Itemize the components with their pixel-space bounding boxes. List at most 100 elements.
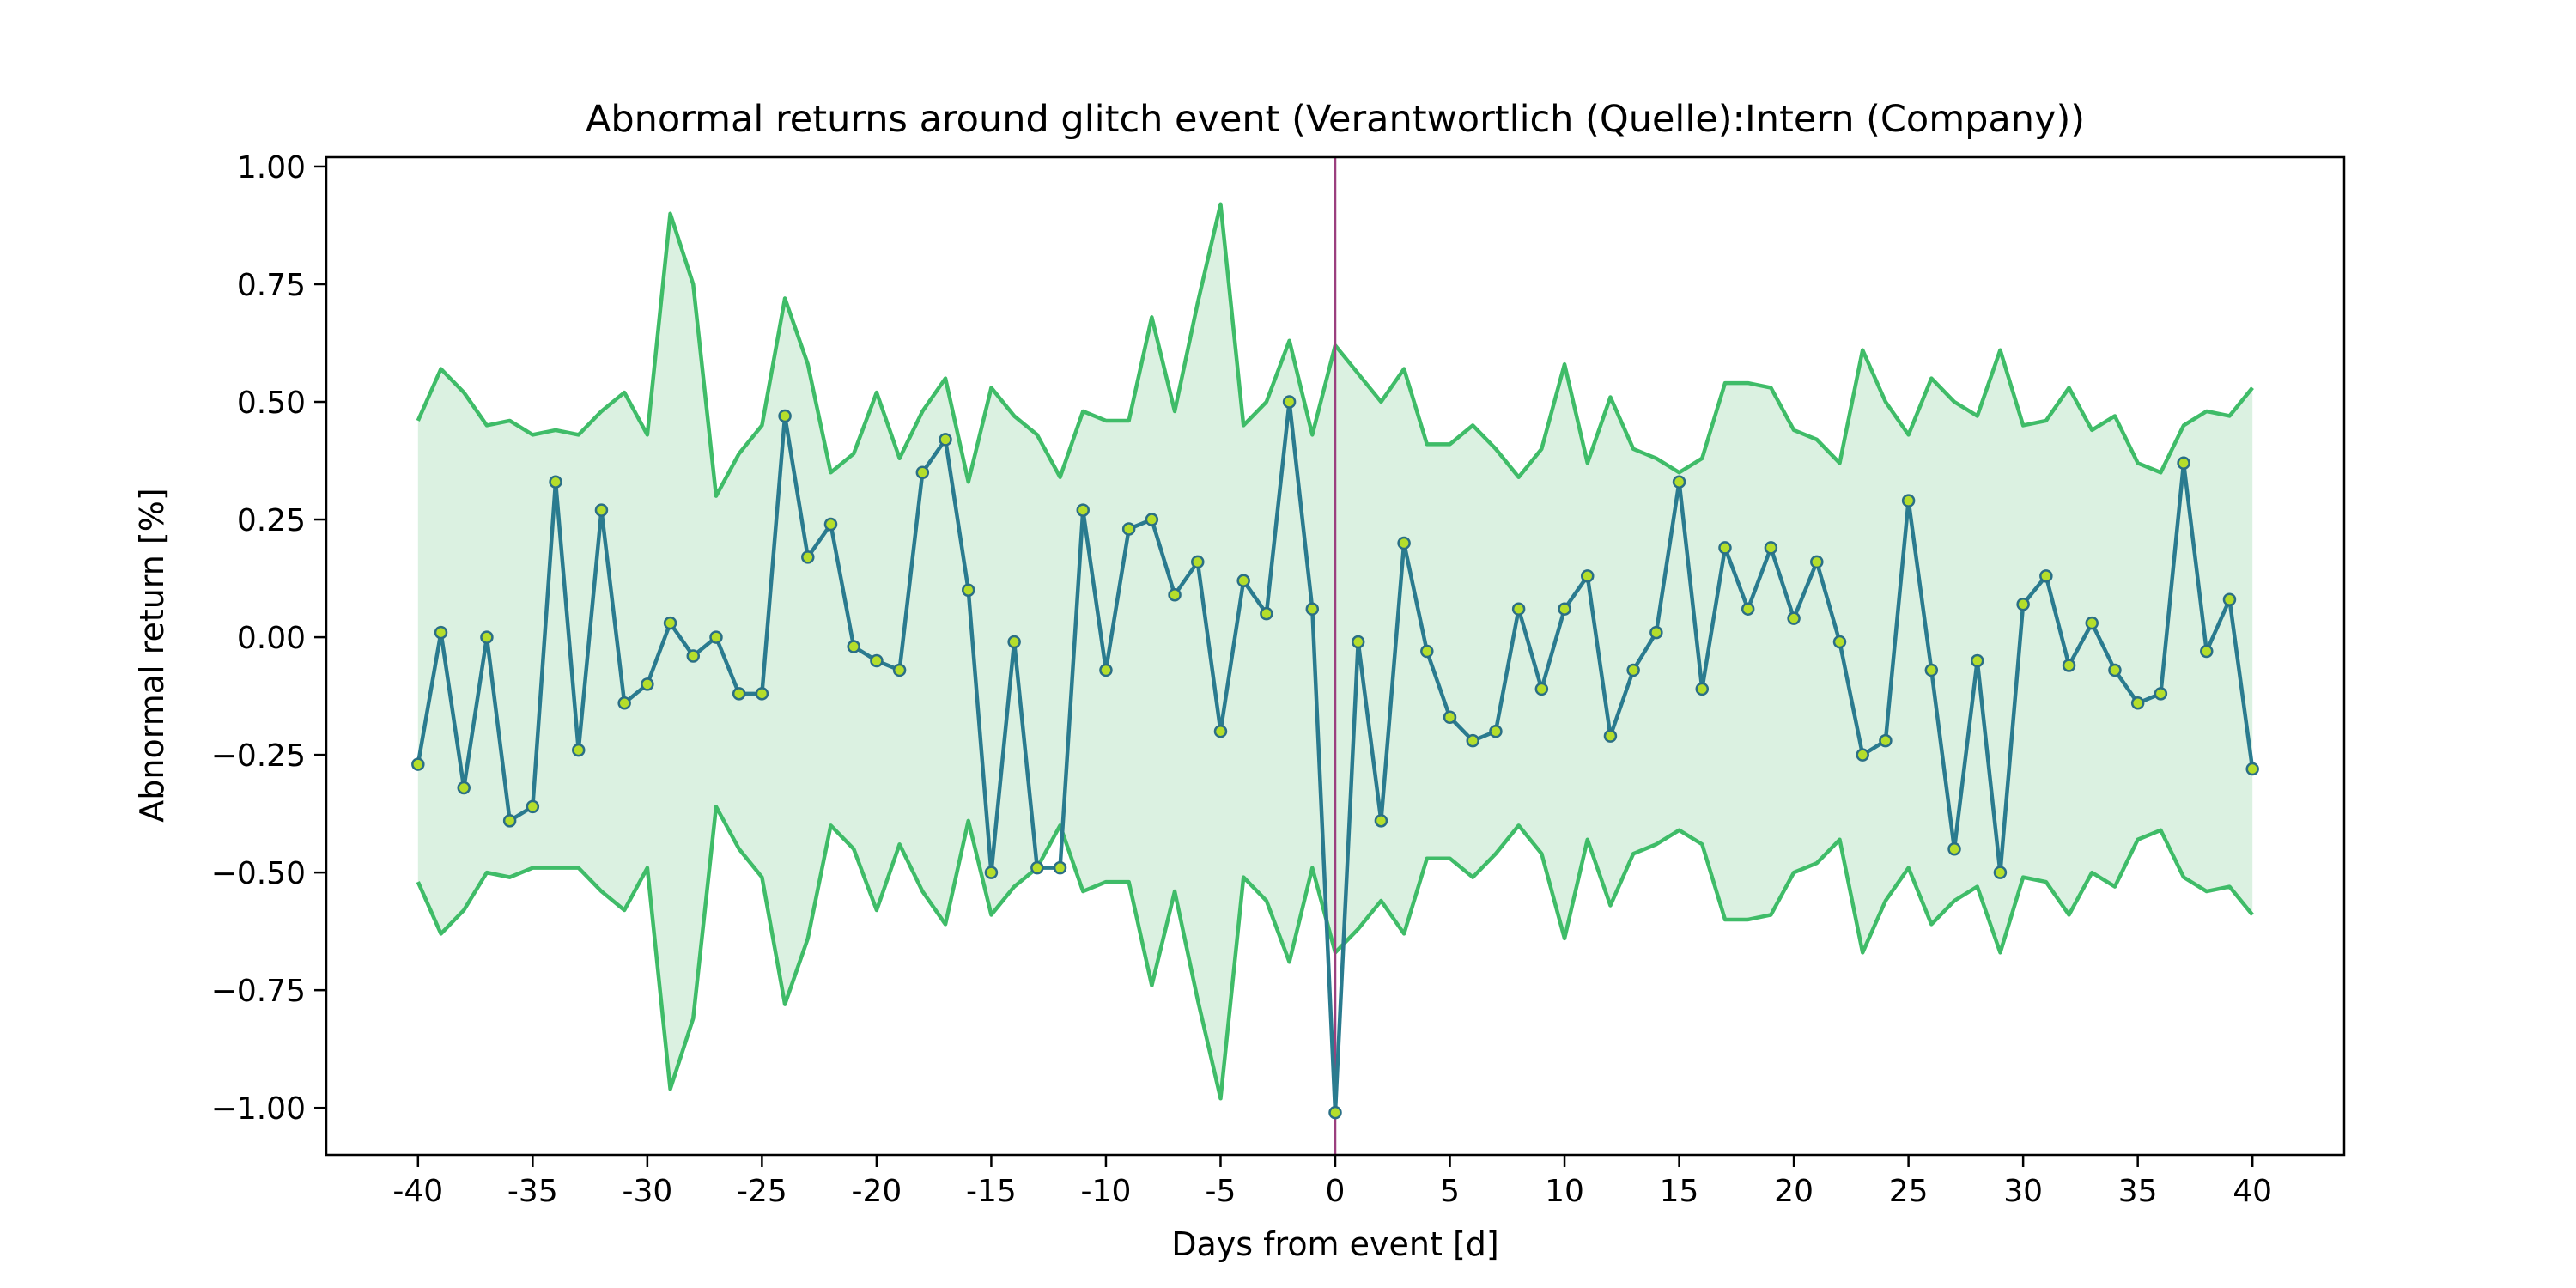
chart-title: Abnormal returns around glitch event (Ve…: [586, 98, 2085, 141]
y-tick-label: −0.50: [211, 856, 306, 891]
y-tick-label: 0.25: [237, 503, 306, 538]
y-tick-label: −0.75: [211, 974, 306, 1009]
data-point: [915, 465, 930, 479]
data-point: [457, 781, 471, 795]
data-point: [1397, 536, 1411, 550]
data-point: [1511, 602, 1526, 616]
data-point: [1672, 475, 1686, 489]
x-tick-label: 20: [1774, 1174, 1814, 1209]
data-point: [663, 616, 677, 630]
data-point: [641, 677, 654, 691]
y-tick-label: 0.50: [237, 386, 306, 421]
data-point: [480, 630, 494, 644]
x-tick-label: 15: [1660, 1174, 1699, 1209]
x-tick-label: 25: [1889, 1174, 1929, 1209]
data-point: [1053, 860, 1067, 875]
data-point: [1924, 663, 1939, 677]
x-tick-label: -20: [852, 1174, 902, 1209]
data-point: [1856, 748, 1869, 762]
data-point: [1191, 555, 1205, 569]
x-tick-label: -10: [1081, 1174, 1132, 1209]
x-tick-label: -30: [622, 1174, 672, 1209]
data-point: [1420, 644, 1434, 659]
data-point: [2222, 592, 2237, 606]
data-point: [1649, 625, 1663, 640]
x-tick-label: -40: [392, 1174, 443, 1209]
y-tick-label: −1.00: [211, 1091, 306, 1127]
data-point: [2177, 456, 2190, 471]
data-point: [526, 799, 540, 814]
data-point: [1213, 724, 1228, 738]
data-point: [823, 517, 838, 532]
x-axis: -40 -35 -30 -25 -20 -15 -10 -5 0 5 10 15 20 25 30 35 40: [392, 1155, 2272, 1209]
data-point: [1626, 663, 1640, 677]
data-point: [1603, 729, 1618, 743]
x-axis-label: Days from event [d]: [1171, 1225, 1499, 1263]
data-point: [801, 550, 815, 564]
data-point: [1810, 555, 1824, 569]
data-point: [870, 653, 884, 668]
data-point: [961, 583, 975, 598]
data-point: [1076, 503, 1090, 517]
y-tick-label: 1.00: [237, 150, 306, 185]
x-tick-label: -35: [507, 1174, 558, 1209]
data-point: [1236, 574, 1250, 588]
data-point: [2062, 659, 2076, 672]
data-point: [2108, 663, 2122, 677]
plot-area: [325, 155, 2346, 1157]
data-point: [1832, 635, 1847, 649]
x-tick-label: 35: [2118, 1174, 2158, 1209]
x-tick-label: 5: [1440, 1174, 1460, 1209]
data-point: [1145, 513, 1159, 526]
y-tick-label: 0.00: [237, 621, 306, 656]
data-point: [984, 866, 999, 879]
data-point: [1581, 569, 1595, 583]
data-point: [1328, 1105, 1342, 1120]
x-tick-label: -15: [966, 1174, 1017, 1209]
data-point: [617, 696, 631, 710]
x-tick-label: 10: [1545, 1174, 1584, 1209]
data-point: [1558, 602, 1571, 616]
data-point: [1282, 395, 1297, 409]
data-point: [1351, 635, 1365, 649]
y-tick-label: 0.75: [237, 268, 306, 303]
data-point: [709, 630, 723, 644]
data-point: [1741, 602, 1755, 616]
data-point: [1695, 682, 1710, 696]
data-point: [549, 475, 562, 489]
data-point: [1534, 682, 1549, 696]
data-point: [755, 687, 769, 701]
data-point: [2085, 616, 2099, 630]
x-tick-label: 30: [2003, 1174, 2043, 1209]
data-point: [1764, 541, 1778, 555]
data-point: [2154, 687, 2168, 701]
data-point: [1374, 814, 1388, 828]
data-point: [502, 814, 517, 828]
data-point: [1030, 860, 1044, 875]
x-tick-label: -25: [737, 1174, 787, 1209]
data-point: [1443, 710, 1457, 725]
data-point: [1099, 663, 1113, 677]
data-point: [1947, 841, 1961, 856]
data-point: [892, 663, 907, 677]
data-point: [1787, 611, 1801, 625]
data-point: [594, 503, 609, 517]
data-point: [411, 757, 425, 771]
data-point: [1168, 587, 1182, 602]
data-point: [2200, 644, 2214, 659]
data-point: [1879, 733, 1893, 748]
data-point: [1007, 635, 1021, 649]
data-point: [1901, 494, 1916, 507]
data-point: [572, 743, 586, 757]
data-point: [939, 433, 952, 447]
x-tick-label: 0: [1326, 1174, 1346, 1209]
data-point: [1489, 724, 1503, 738]
data-point: [1970, 653, 1984, 668]
data-point: [847, 640, 860, 653]
y-axis: 1.00 0.75 0.50 0.25 0.00 −0.25 −0.50 −0.75 −1.00: [211, 150, 326, 1127]
data-point: [2130, 696, 2145, 710]
data-point: [1260, 606, 1273, 621]
x-tick-label: 40: [2233, 1174, 2272, 1209]
data-point: [2039, 569, 2053, 583]
